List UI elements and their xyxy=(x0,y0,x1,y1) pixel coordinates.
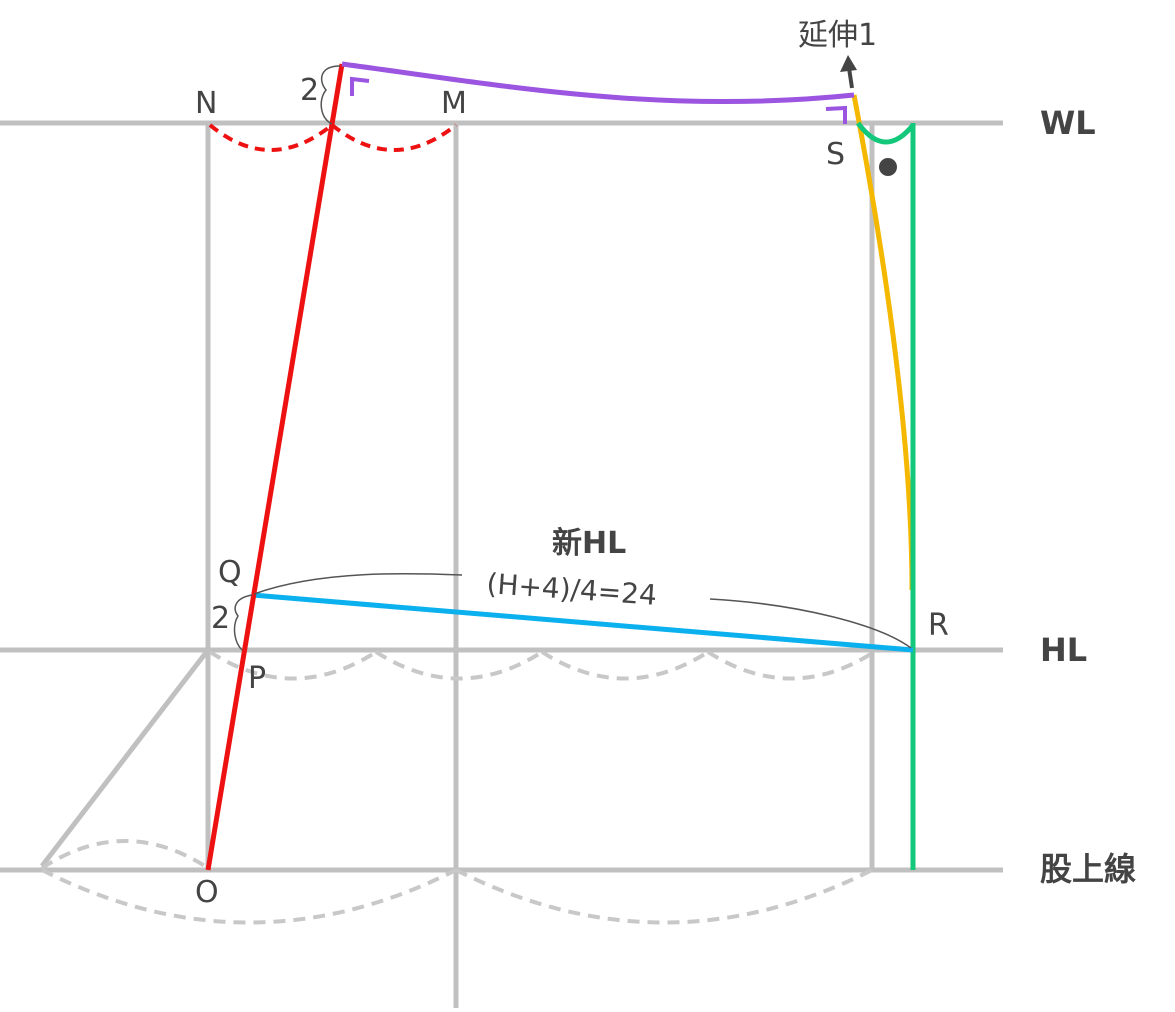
top-offset-curl xyxy=(320,65,341,125)
crotch-line-label: 股上線 xyxy=(1040,850,1136,888)
angle-dot-icon xyxy=(879,158,897,176)
annotation-leader-left xyxy=(253,572,463,595)
hip-division-arc-2 xyxy=(374,650,544,681)
guide-lines xyxy=(0,120,1003,1008)
crotch-extension-arc xyxy=(40,839,210,870)
diagonal-guide xyxy=(40,648,210,868)
hip-division-arc-4 xyxy=(706,650,876,681)
gray-dashed-arcs xyxy=(40,650,876,925)
extension-arrow xyxy=(840,55,857,89)
point-q-label: Q xyxy=(218,555,242,590)
new-hip-line xyxy=(251,592,914,653)
wl-division-arc-2 xyxy=(330,123,458,152)
new-waist-curve xyxy=(341,61,855,105)
q-offset-value: 2 xyxy=(211,601,230,636)
red-dashed-arcs xyxy=(208,123,458,152)
leader-lines xyxy=(233,65,912,651)
extension-label: 延伸1 xyxy=(798,18,877,53)
point-m-label: M xyxy=(441,86,467,121)
annotation-leader-right xyxy=(709,598,912,649)
hip-line-label: HL xyxy=(1040,631,1087,669)
point-r-label: R xyxy=(928,608,949,643)
new-hl-title: 新HL xyxy=(552,526,626,561)
hip-division-arc-1 xyxy=(208,650,378,681)
point-o-label: O xyxy=(195,875,219,910)
green-angle-arc xyxy=(855,121,915,145)
new-hl-formula: (H+4)/4=24 xyxy=(486,567,658,612)
arrow-shaft xyxy=(847,67,854,89)
crotch-arc-left xyxy=(41,868,457,925)
wl-division-arc-1 xyxy=(208,123,334,152)
hip-division-arc-3 xyxy=(540,650,710,681)
top-offset-value: 2 xyxy=(300,73,319,108)
arrow-head-icon xyxy=(840,55,857,72)
crotch-arc-right xyxy=(455,868,873,925)
right-angle-mark-left xyxy=(350,76,370,96)
point-n-label: N xyxy=(195,86,217,121)
waist-line-label: WL xyxy=(1040,104,1096,142)
center-front-line xyxy=(205,63,345,871)
point-p-label: P xyxy=(248,661,266,696)
q-offset-curl xyxy=(233,594,253,651)
right-angle-mark-right xyxy=(825,105,847,124)
point-s-label: S xyxy=(826,137,845,172)
